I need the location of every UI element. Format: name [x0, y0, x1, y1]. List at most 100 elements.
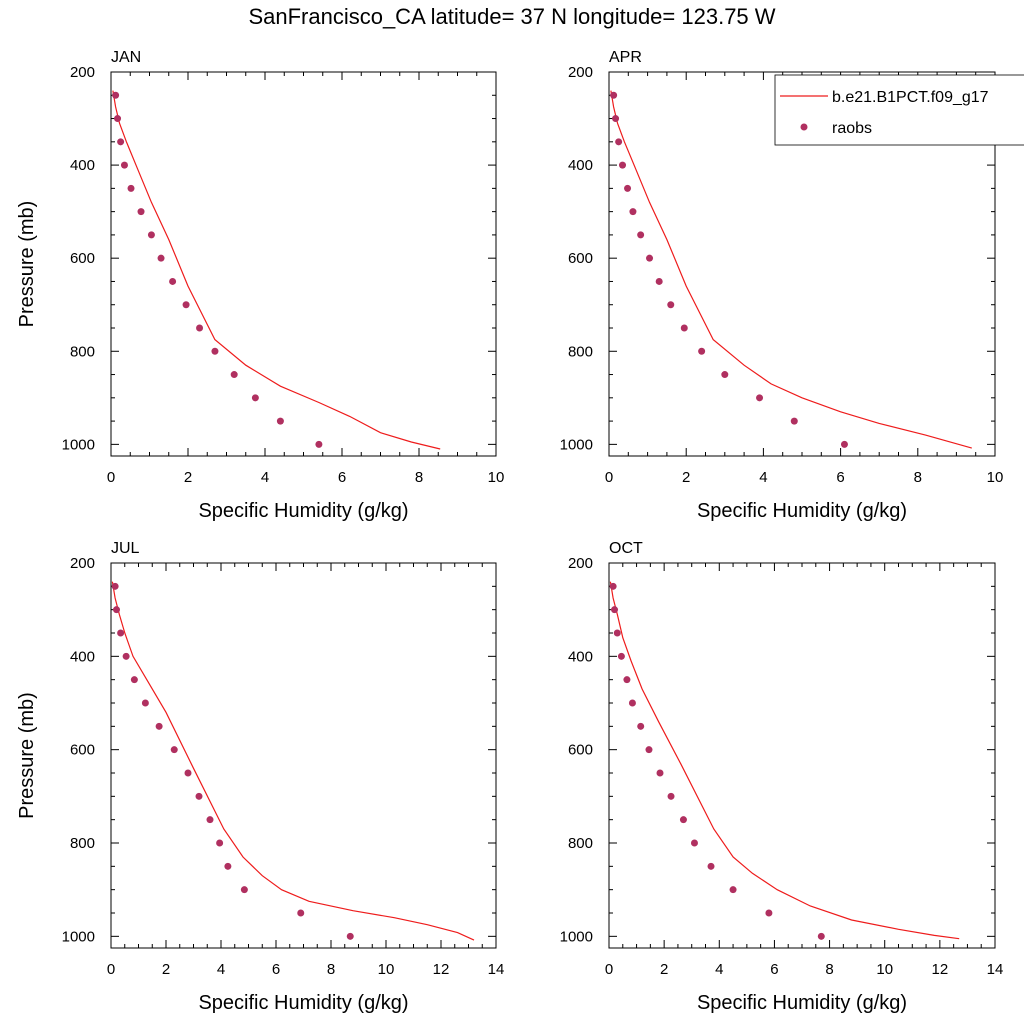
x-tick-label: 10	[378, 961, 395, 978]
raobs-point	[617, 652, 625, 660]
x-tick-label: 2	[184, 469, 192, 486]
raobs-point	[216, 839, 224, 847]
y-tick-label: 1000	[560, 436, 593, 453]
y-tick-label: 800	[568, 835, 593, 852]
y-tick-label: 1000	[62, 436, 95, 453]
raobs-point	[113, 606, 120, 614]
legend-raobs-label: raobs	[832, 120, 872, 137]
raobs-point	[169, 277, 177, 285]
raobs-point	[111, 582, 119, 590]
raobs-point	[157, 254, 165, 262]
raobs-point	[155, 722, 163, 730]
raobs-point	[251, 394, 259, 402]
x-tick-label: 2	[660, 961, 668, 978]
panel-label: JUL	[111, 540, 140, 557]
raobs-point	[147, 231, 155, 239]
model-series-line	[112, 90, 441, 450]
raobs-point	[679, 816, 687, 824]
y-tick-label: 200	[70, 64, 95, 81]
model-series-line	[609, 581, 960, 940]
y-tick-label: 800	[70, 343, 95, 360]
raobs-point	[729, 886, 737, 894]
x-tick-label: 0	[605, 469, 613, 486]
model-series-line	[111, 581, 475, 941]
y-tick-label: 400	[70, 157, 95, 174]
raobs-point	[655, 277, 663, 285]
x-axis-title: Specific Humidity (g/kg)	[198, 500, 408, 522]
raobs-point	[610, 91, 618, 99]
x-tick-label: 12	[433, 961, 450, 978]
plot-frame	[608, 562, 996, 949]
panel-jul: 0 2 4 6 8 10 12 14 200 400 600 800 1000 JUL Specific H…	[16, 540, 504, 1014]
x-tick-label: 0	[107, 469, 115, 486]
plot-frame	[110, 71, 497, 457]
x-tick-label: 4	[261, 469, 269, 486]
raobs-point	[840, 440, 848, 448]
x-tick-label: 12	[932, 961, 949, 978]
raobs-point	[211, 347, 219, 355]
y-tick-label: 600	[568, 742, 593, 759]
x-tick-label: 10	[488, 469, 505, 486]
x-tick-label: 8	[415, 469, 423, 486]
raobs-point	[315, 440, 323, 448]
raobs-point	[122, 652, 130, 660]
raobs-point	[628, 699, 636, 707]
x-tick-label: 4	[715, 961, 723, 978]
raobs-point	[120, 161, 128, 169]
raobs-point	[141, 699, 149, 707]
panel-label: JAN	[111, 49, 141, 66]
raobs-point	[637, 231, 645, 239]
panel-jan: 0 2 4 6 8 10 200 400 600 800 1000 JAN Specific Humid…	[16, 49, 504, 522]
raobs-point	[346, 932, 354, 940]
raobs-point	[629, 208, 637, 216]
y-tick-label: 200	[70, 555, 95, 572]
raobs-point	[224, 862, 232, 870]
legend-box	[774, 74, 1024, 146]
x-tick-label: 0	[107, 961, 115, 978]
y-tick-label: 200	[568, 64, 593, 81]
legend-raobs-marker	[800, 123, 808, 131]
raobs-point	[790, 417, 798, 425]
raobs-point	[127, 184, 135, 192]
raobs-point	[624, 184, 632, 192]
x-tick-label: 2	[162, 961, 170, 978]
x-tick-label: 8	[914, 469, 922, 486]
raobs-point	[230, 371, 238, 379]
raobs-point	[690, 839, 698, 847]
panel-oct: 0 2 4 6 8 10 12 14 200 400 600 800 1000 OCT Specific H…	[560, 540, 1004, 1014]
raobs-point	[619, 161, 627, 169]
x-tick-label: 4	[759, 469, 767, 486]
raobs-point	[817, 932, 825, 940]
raobs-point	[184, 769, 192, 777]
raobs-point	[114, 115, 122, 123]
raobs-point	[196, 324, 204, 332]
x-tick-label: 6	[836, 469, 844, 486]
raobs-point	[756, 394, 764, 402]
raobs-point	[130, 676, 138, 684]
model-series-line	[610, 90, 972, 449]
y-tick-label: 1000	[560, 928, 593, 945]
y-tick-label: 400	[568, 157, 593, 174]
raobs-point	[112, 91, 120, 99]
x-tick-label: 4	[217, 961, 225, 978]
x-tick-label: 2	[682, 469, 690, 486]
raobs-point	[623, 676, 631, 684]
raobs-point	[137, 208, 145, 216]
raobs-point	[667, 792, 675, 800]
raobs-point	[637, 722, 645, 730]
raobs-point	[182, 301, 190, 309]
x-tick-label: 10	[987, 469, 1004, 486]
y-tick-label: 200	[568, 555, 593, 572]
raobs-point	[698, 347, 706, 355]
raobs-point	[206, 816, 214, 824]
raobs-point	[667, 301, 675, 309]
y-tick-label: 400	[70, 648, 95, 665]
raobs-point	[611, 606, 619, 614]
raobs-point	[613, 629, 621, 637]
raobs-point	[117, 138, 125, 146]
raobs-point	[765, 909, 773, 917]
y-tick-label: 800	[568, 343, 593, 360]
x-tick-label: 8	[327, 961, 335, 978]
raobs-point	[117, 629, 125, 637]
